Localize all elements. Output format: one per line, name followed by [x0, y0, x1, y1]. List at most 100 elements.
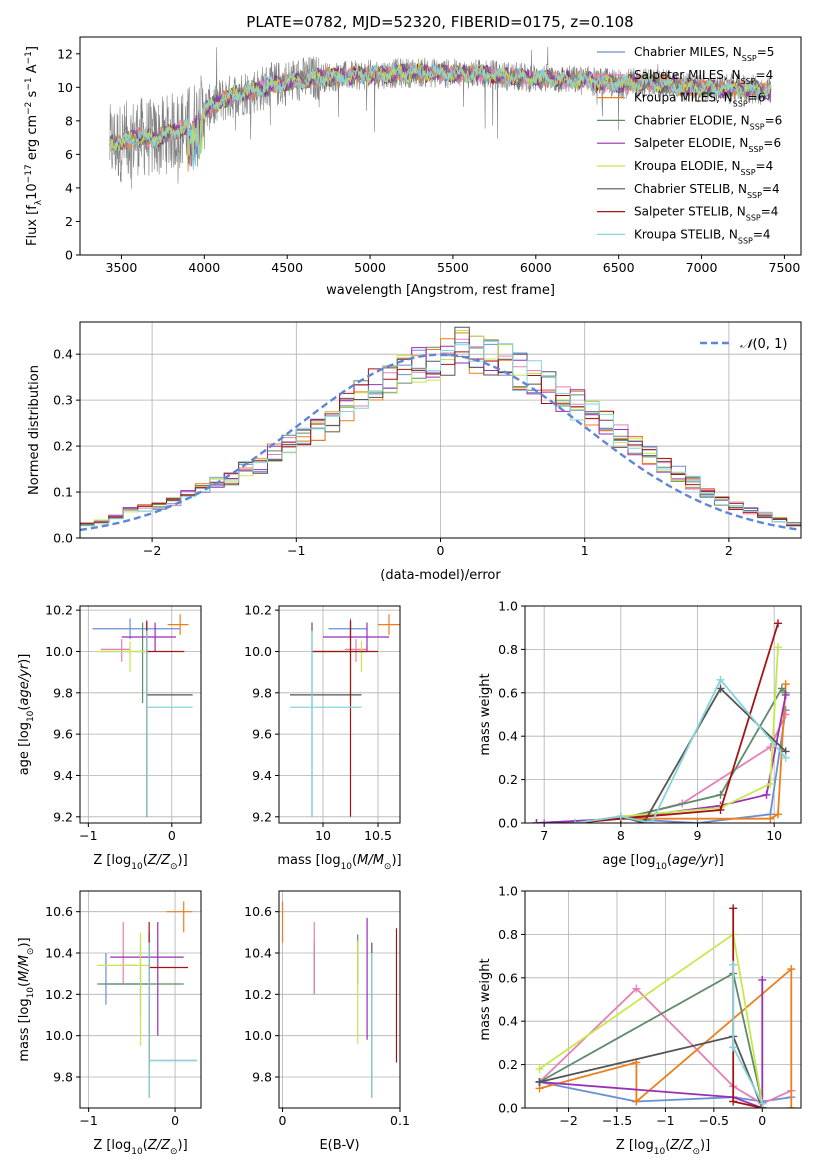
y-tick-label: 6 [65, 147, 73, 162]
label-part: mass [log [277, 853, 340, 868]
x-tick-label: −0.5 [699, 1113, 729, 1128]
legend-eq: =6 [765, 113, 783, 127]
y-axis-label: mass weight [478, 958, 493, 1040]
label-part: ⊙ [384, 862, 392, 872]
y-tick-label: 0.8 [498, 927, 518, 942]
label-part: ⊙ [692, 1147, 700, 1157]
label-part: ( [17, 706, 32, 711]
y-axis-label: mass weight [478, 673, 493, 755]
legend-eq: =4 [756, 159, 774, 173]
legend-label: Salpeter ELODIE, NSSP=6 [634, 136, 781, 154]
y-tick-label: 9.6 [252, 727, 272, 742]
label-part: ( [667, 853, 672, 868]
y-tick-label: 10.0 [244, 1028, 272, 1043]
y-tick-label: 10.6 [244, 904, 272, 919]
legend-label: Chabrier MILES, NSSP=5 [634, 45, 774, 63]
y-tick-label: 10.0 [244, 644, 272, 659]
y-tick-label: 0.2 [498, 772, 518, 787]
label-part: ( [352, 853, 357, 868]
label-part: mass [log [17, 998, 32, 1061]
label-part: Flux [f [25, 205, 40, 246]
x-tick-label: −1.5 [602, 1113, 632, 1128]
label-part: λ [34, 199, 44, 205]
legend-text: Salpeter ELODIE, N [634, 136, 748, 150]
legend-label: Kroupa STELIB, NSSP=4 [634, 227, 771, 245]
marker-kroupa-elodie [766, 779, 775, 788]
marker-kroupa-miles [787, 965, 796, 974]
hist-salpeter-stelib [80, 351, 801, 538]
legend-text: Kroupa ELODIE, N [634, 159, 741, 173]
x-tick-label: 10 [315, 828, 331, 843]
marker-salpeter-miles [781, 710, 790, 719]
y-tick-label: 2 [65, 214, 73, 229]
label-part: ⊙ [170, 862, 178, 872]
legend-eq: =4 [756, 68, 774, 82]
legend-eq: =4 [762, 182, 780, 196]
y-axis-label: Normed distribution [27, 365, 42, 495]
label-part: M/M [357, 853, 384, 868]
legend-eq: =6 [748, 91, 766, 105]
label-part: −1 [24, 77, 34, 90]
marker-chabrier-miles [693, 819, 702, 823]
grid [80, 606, 201, 823]
y-tick-label: 9.8 [252, 685, 272, 700]
x-tick-label: 6500 [603, 260, 635, 275]
label-part: age/yr [17, 662, 32, 705]
marker-kroupa-stelib [570, 819, 579, 823]
y-axis-label: age [log10(age/yr)] [17, 654, 36, 776]
label-part: Z [log [93, 853, 131, 868]
marker-salpeter-stelib [729, 904, 738, 913]
label-part: age/yr [672, 853, 715, 868]
marker-salpeter-elodie [762, 790, 771, 799]
label-part: A [25, 64, 40, 77]
x-tick-label: 5000 [354, 260, 386, 275]
series-kroupa-miles [574, 684, 787, 823]
label-part: mass weight [478, 958, 493, 1040]
label-part: −1 [24, 51, 34, 64]
series-salpeter-miles [544, 714, 787, 823]
y-axis-label: mass [log10(M/M⊙)] [17, 937, 36, 1061]
marker-salpeter-miles [540, 819, 549, 823]
label-part: ( [17, 982, 32, 987]
series-kroupa-elodie [574, 647, 779, 823]
legend-sub: SSP [738, 236, 753, 245]
y-tick-label: 0.0 [498, 1101, 518, 1116]
x-tick-label: −1 [79, 1113, 97, 1128]
legend-label: Chabrier ELODIE, NSSP=6 [634, 113, 782, 130]
legend-text: Kroupa MILES, N [634, 91, 733, 105]
y-tick-label: 9.8 [252, 1070, 272, 1085]
x-tick-label: 8 [617, 828, 625, 843]
label-part: )] [178, 1138, 188, 1153]
mass-weight-vs-z-axes: −2 −1.5 −1 −0.5 0 0.0 0.2 0.4 0.6 0.8 1.0 Z [log10(… [478, 884, 802, 1157]
axes-frame [278, 890, 401, 1109]
legend-sub: SSP [746, 213, 761, 222]
label-part: 10 [26, 710, 36, 722]
frame: 0 0.1 9.8 10.0 10.2 10.4 10.6 E(B-V) [244, 890, 410, 1153]
normal-reference-curve [80, 353, 799, 532]
model-spectrum-kroupa-stelib [109, 63, 772, 171]
y-tick-label: 0.1 [53, 485, 73, 500]
x-axis-label: mass [log10(M/M⊙)] [277, 853, 401, 872]
y-tick-label: 10.6 [45, 904, 73, 919]
label-part: )] [700, 1138, 710, 1153]
y-tick-label: 9.6 [53, 727, 73, 742]
mass-vs-ebv-axes: 0 0.1 9.8 10.0 10.2 10.4 10.6 E(B-V) [244, 890, 410, 1153]
y-tick-label: 0.4 [498, 1014, 518, 1029]
legend-sub: SSP [741, 76, 756, 85]
axes-frame [524, 605, 802, 824]
x-tick-label: 7 [540, 828, 548, 843]
frame: −1 09.29.49.69.810.010.2Z [log10(Z/Z⊙)]ag… [17, 603, 202, 872]
age-vs-z-axes: −1 09.29.49.69.810.010.2Z [log10(Z/Z⊙)]ag… [17, 603, 202, 872]
y-tick-label: 9.2 [53, 809, 73, 824]
marker-chabrier-stelib [639, 819, 648, 823]
x-tick-label: 0 [758, 1113, 766, 1128]
label-part: ( [665, 1138, 670, 1153]
label-part: 10 [131, 1147, 143, 1157]
marker-kroupa-miles [787, 1104, 796, 1108]
x-tick-label: 10.5 [364, 828, 392, 843]
plot-area [281, 901, 398, 1098]
y-tick-label: 0 [65, 248, 73, 263]
label-part: −17 [24, 164, 34, 183]
